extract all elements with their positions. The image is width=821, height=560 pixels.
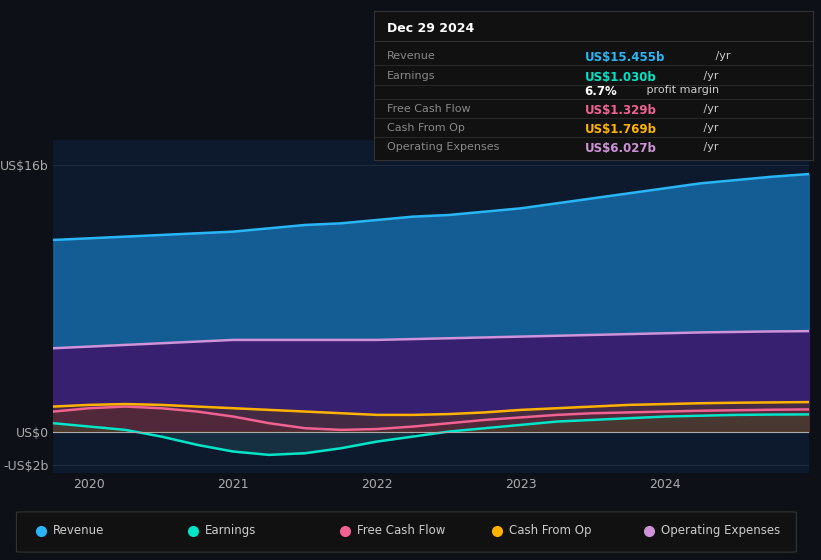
Text: Earnings: Earnings xyxy=(205,524,257,538)
Text: Dec 29 2024: Dec 29 2024 xyxy=(387,22,474,35)
Text: US$15.455b: US$15.455b xyxy=(585,52,665,64)
Text: /yr: /yr xyxy=(700,142,719,152)
Text: Cash From Op: Cash From Op xyxy=(509,524,591,538)
Text: Free Cash Flow: Free Cash Flow xyxy=(357,524,446,538)
Text: Cash From Op: Cash From Op xyxy=(387,123,465,133)
Text: Operating Expenses: Operating Expenses xyxy=(661,524,780,538)
Text: /yr: /yr xyxy=(700,71,719,81)
Text: US$1.030b: US$1.030b xyxy=(585,71,656,83)
FancyBboxPatch shape xyxy=(16,512,796,552)
Text: Revenue: Revenue xyxy=(387,52,435,61)
Text: US$6.027b: US$6.027b xyxy=(585,142,656,155)
Text: Revenue: Revenue xyxy=(53,524,105,538)
Text: profit margin: profit margin xyxy=(643,85,719,95)
Text: 6.7%: 6.7% xyxy=(585,85,617,97)
Text: Free Cash Flow: Free Cash Flow xyxy=(387,104,470,114)
Text: Operating Expenses: Operating Expenses xyxy=(387,142,499,152)
Text: /yr: /yr xyxy=(700,123,719,133)
Text: /yr: /yr xyxy=(712,52,730,61)
Text: US$1.769b: US$1.769b xyxy=(585,123,656,136)
Text: US$1.329b: US$1.329b xyxy=(585,104,656,117)
Text: /yr: /yr xyxy=(700,104,719,114)
Text: Earnings: Earnings xyxy=(387,71,435,81)
